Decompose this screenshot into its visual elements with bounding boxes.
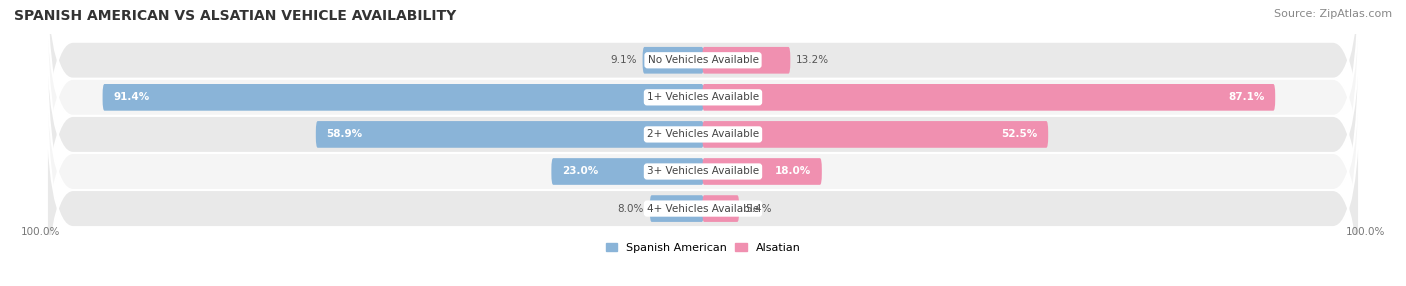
Text: 91.4%: 91.4% — [112, 92, 149, 102]
FancyBboxPatch shape — [103, 84, 704, 111]
FancyBboxPatch shape — [316, 121, 704, 148]
FancyBboxPatch shape — [643, 47, 704, 74]
FancyBboxPatch shape — [46, 0, 1360, 190]
Text: No Vehicles Available: No Vehicles Available — [648, 55, 758, 65]
Text: 8.0%: 8.0% — [617, 204, 644, 214]
Text: 13.2%: 13.2% — [796, 55, 830, 65]
Text: 23.0%: 23.0% — [562, 166, 598, 176]
Text: 3+ Vehicles Available: 3+ Vehicles Available — [647, 166, 759, 176]
FancyBboxPatch shape — [551, 158, 704, 185]
FancyBboxPatch shape — [702, 47, 790, 74]
Text: 1+ Vehicles Available: 1+ Vehicles Available — [647, 92, 759, 102]
Text: 18.0%: 18.0% — [775, 166, 811, 176]
Text: 58.9%: 58.9% — [326, 130, 363, 139]
Legend: Spanish American, Alsatian: Spanish American, Alsatian — [606, 243, 800, 253]
FancyBboxPatch shape — [702, 195, 740, 222]
FancyBboxPatch shape — [702, 84, 1275, 111]
FancyBboxPatch shape — [702, 158, 823, 185]
Text: 9.1%: 9.1% — [610, 55, 637, 65]
FancyBboxPatch shape — [46, 42, 1360, 286]
Text: SPANISH AMERICAN VS ALSATIAN VEHICLE AVAILABILITY: SPANISH AMERICAN VS ALSATIAN VEHICLE AVA… — [14, 9, 457, 23]
FancyBboxPatch shape — [46, 0, 1360, 227]
Text: 5.4%: 5.4% — [745, 204, 772, 214]
FancyBboxPatch shape — [46, 79, 1360, 286]
FancyBboxPatch shape — [650, 195, 704, 222]
Text: 100.0%: 100.0% — [21, 227, 60, 237]
Text: Source: ZipAtlas.com: Source: ZipAtlas.com — [1274, 9, 1392, 19]
Text: 100.0%: 100.0% — [1346, 227, 1385, 237]
Text: 4+ Vehicles Available: 4+ Vehicles Available — [647, 204, 759, 214]
Text: 52.5%: 52.5% — [1001, 130, 1038, 139]
FancyBboxPatch shape — [46, 5, 1360, 264]
FancyBboxPatch shape — [702, 121, 1049, 148]
Text: 87.1%: 87.1% — [1229, 92, 1264, 102]
Text: 2+ Vehicles Available: 2+ Vehicles Available — [647, 130, 759, 139]
